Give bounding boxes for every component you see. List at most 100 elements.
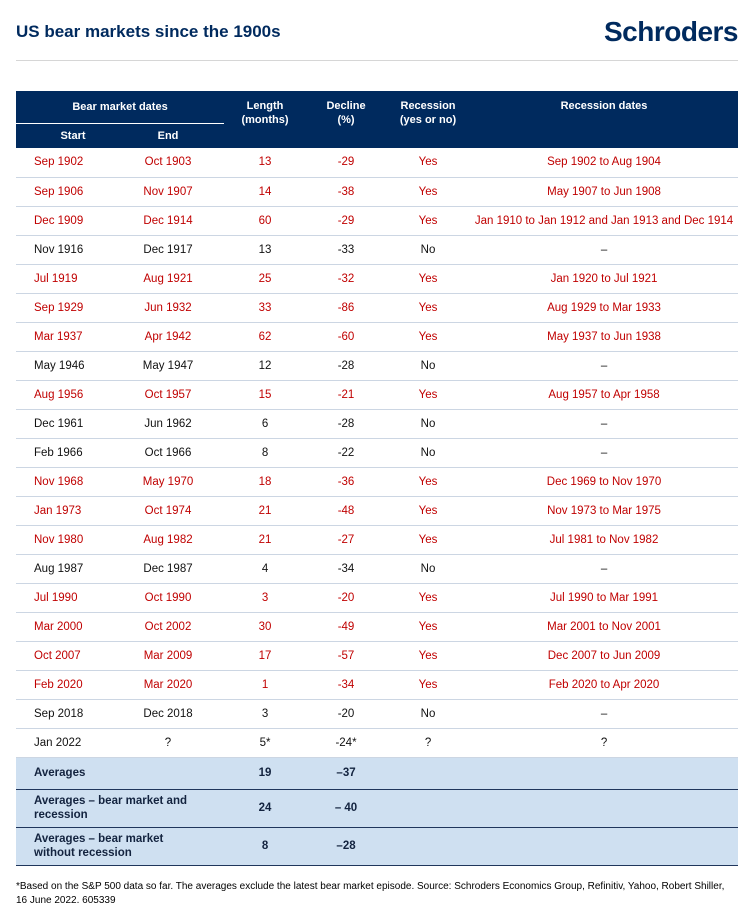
summary-label: Averages – bear market without recession — [16, 826, 225, 866]
cell-recession-dates: – — [470, 351, 739, 381]
cell-length: 33 — [224, 293, 307, 323]
table-row: Mar 1937 Apr 1942 62 -60 Yes May 1937 to Jun … — [16, 322, 739, 352]
cell-recession-dates: May 1907 to Jun 1908 — [470, 177, 739, 207]
summary-empty-cell — [386, 756, 471, 789]
table-row: Jul 1990 Oct 1990 3 -20 Yes Jul 1990 to Mar 1… — [16, 583, 739, 613]
cell-end: Mar 2020 — [112, 670, 225, 700]
header-bear-market-dates: Bear market dates — [16, 91, 225, 124]
cell-end: Oct 1966 — [112, 438, 225, 468]
table-summary: Averages 19 –37 Averages – bear market and … — [16, 756, 739, 866]
header-length-line2: (months) — [241, 113, 289, 126]
cell-start: Nov 1968 — [16, 467, 112, 497]
cell-recession-dates: Dec 2007 to Jun 2009 — [470, 641, 739, 671]
cell-start: Jul 1919 — [16, 264, 112, 294]
cell-recession: ? — [386, 728, 471, 758]
cell-start: Jul 1990 — [16, 583, 112, 613]
cell-recession-dates: Jan 1920 to Jul 1921 — [470, 264, 739, 294]
summary-row: Averages 19 –37 — [16, 756, 739, 789]
cell-recession: Yes — [386, 612, 471, 642]
header-decline-line1: Decline — [326, 100, 366, 112]
cell-recession-dates: Aug 1929 to Mar 1933 — [470, 293, 739, 323]
summary-empty-cell — [470, 826, 739, 866]
table-row: Dec 1909 Dec 1914 60 -29 Yes Jan 1910 to Jan … — [16, 206, 739, 236]
cell-recession: Yes — [386, 293, 471, 323]
cell-recession-dates: Nov 1973 to Mar 1975 — [470, 496, 739, 526]
cell-recession-dates: May 1937 to Jun 1938 — [470, 322, 739, 352]
cell-decline: -34 — [306, 670, 387, 700]
cell-decline: -22 — [306, 438, 387, 468]
table-row: Jul 1919 Aug 1921 25 -32 Yes Jan 1920 to Jul … — [16, 264, 739, 294]
cell-recession: Yes — [386, 264, 471, 294]
cell-start: Dec 1909 — [16, 206, 112, 236]
cell-decline: -36 — [306, 467, 387, 497]
cell-recession: No — [386, 235, 471, 265]
cell-length: 30 — [224, 612, 307, 642]
summary-label: Averages — [16, 756, 225, 789]
cell-length: 13 — [224, 148, 307, 178]
cell-decline: -34 — [306, 554, 387, 584]
table-header: Bear market dates Length (months) Declin… — [16, 91, 739, 148]
cell-start: Sep 2018 — [16, 699, 112, 729]
cell-start: Sep 1906 — [16, 177, 112, 207]
cell-decline: -29 — [306, 148, 387, 178]
cell-recession: No — [386, 699, 471, 729]
cell-recession: Yes — [386, 670, 471, 700]
header-length-line1: Length — [246, 100, 284, 112]
summary-length: 19 — [224, 756, 307, 789]
summary-empty-cell — [386, 788, 471, 827]
summary-row: Averages – bear market and recession 24– … — [16, 788, 739, 827]
cell-recession: No — [386, 351, 471, 381]
cell-end: ? — [112, 728, 225, 758]
cell-decline: -57 — [306, 641, 387, 671]
table-row: Dec 1961 Jun 1962 6 -28 No – — [16, 409, 739, 439]
table-row: Sep 2018 Dec 2018 3 -20 No – — [16, 699, 739, 729]
cell-decline: -48 — [306, 496, 387, 526]
table-row: Nov 1916 Dec 1917 13 -33 No – — [16, 235, 739, 265]
header-end: End — [112, 123, 225, 148]
cell-recession: No — [386, 438, 471, 468]
cell-decline: -33 — [306, 235, 387, 265]
cell-length: 3 — [224, 699, 307, 729]
cell-decline: -60 — [306, 322, 387, 352]
summary-decline: – 40 — [306, 788, 387, 827]
cell-length: 21 — [224, 525, 307, 555]
cell-recession-dates: – — [470, 409, 739, 439]
cell-decline: -27 — [306, 525, 387, 555]
cell-end: Oct 1957 — [112, 380, 225, 410]
cell-end: Apr 1942 — [112, 322, 225, 352]
cell-end: Dec 1914 — [112, 206, 225, 236]
cell-length: 8 — [224, 438, 307, 468]
cell-length: 12 — [224, 351, 307, 381]
cell-start: Sep 1929 — [16, 293, 112, 323]
cell-decline: -28 — [306, 351, 387, 381]
cell-end: May 1970 — [112, 467, 225, 497]
cell-decline: -32 — [306, 264, 387, 294]
summary-decline: –37 — [306, 756, 387, 789]
cell-start: Nov 1980 — [16, 525, 112, 555]
table-row: Mar 2000 Oct 2002 30 -49 Yes Mar 2001 to Nov … — [16, 612, 739, 642]
cell-end: Aug 1982 — [112, 525, 225, 555]
table-row: Nov 1980 Aug 1982 21 -27 Yes Jul 1981 to Nov … — [16, 525, 739, 555]
cell-decline: -86 — [306, 293, 387, 323]
page-title: US bear markets since the 1900s — [16, 22, 281, 41]
cell-recession-dates: Feb 2020 to Apr 2020 — [470, 670, 739, 700]
cell-end: Dec 1917 — [112, 235, 225, 265]
header-decline-pct: Decline (%) — [306, 91, 387, 148]
cell-recession: Yes — [386, 467, 471, 497]
cell-start: May 1946 — [16, 351, 112, 381]
cell-end: Jun 1962 — [112, 409, 225, 439]
cell-start: Nov 1916 — [16, 235, 112, 265]
cell-start: Dec 1961 — [16, 409, 112, 439]
cell-recession-dates: – — [470, 699, 739, 729]
cell-length: 4 — [224, 554, 307, 584]
cell-start: Feb 2020 — [16, 670, 112, 700]
cell-end: Aug 1921 — [112, 264, 225, 294]
cell-recession-dates: ? — [470, 728, 739, 758]
cell-recession-dates: Sep 1902 to Aug 1904 — [470, 148, 739, 178]
cell-recession: No — [386, 409, 471, 439]
table-row: Jan 2022? 5* -24*?? — [16, 728, 739, 758]
cell-end: May 1947 — [112, 351, 225, 381]
bear-markets-table: Bear market dates Length (months) Declin… — [16, 91, 739, 866]
cell-length: 14 — [224, 177, 307, 207]
